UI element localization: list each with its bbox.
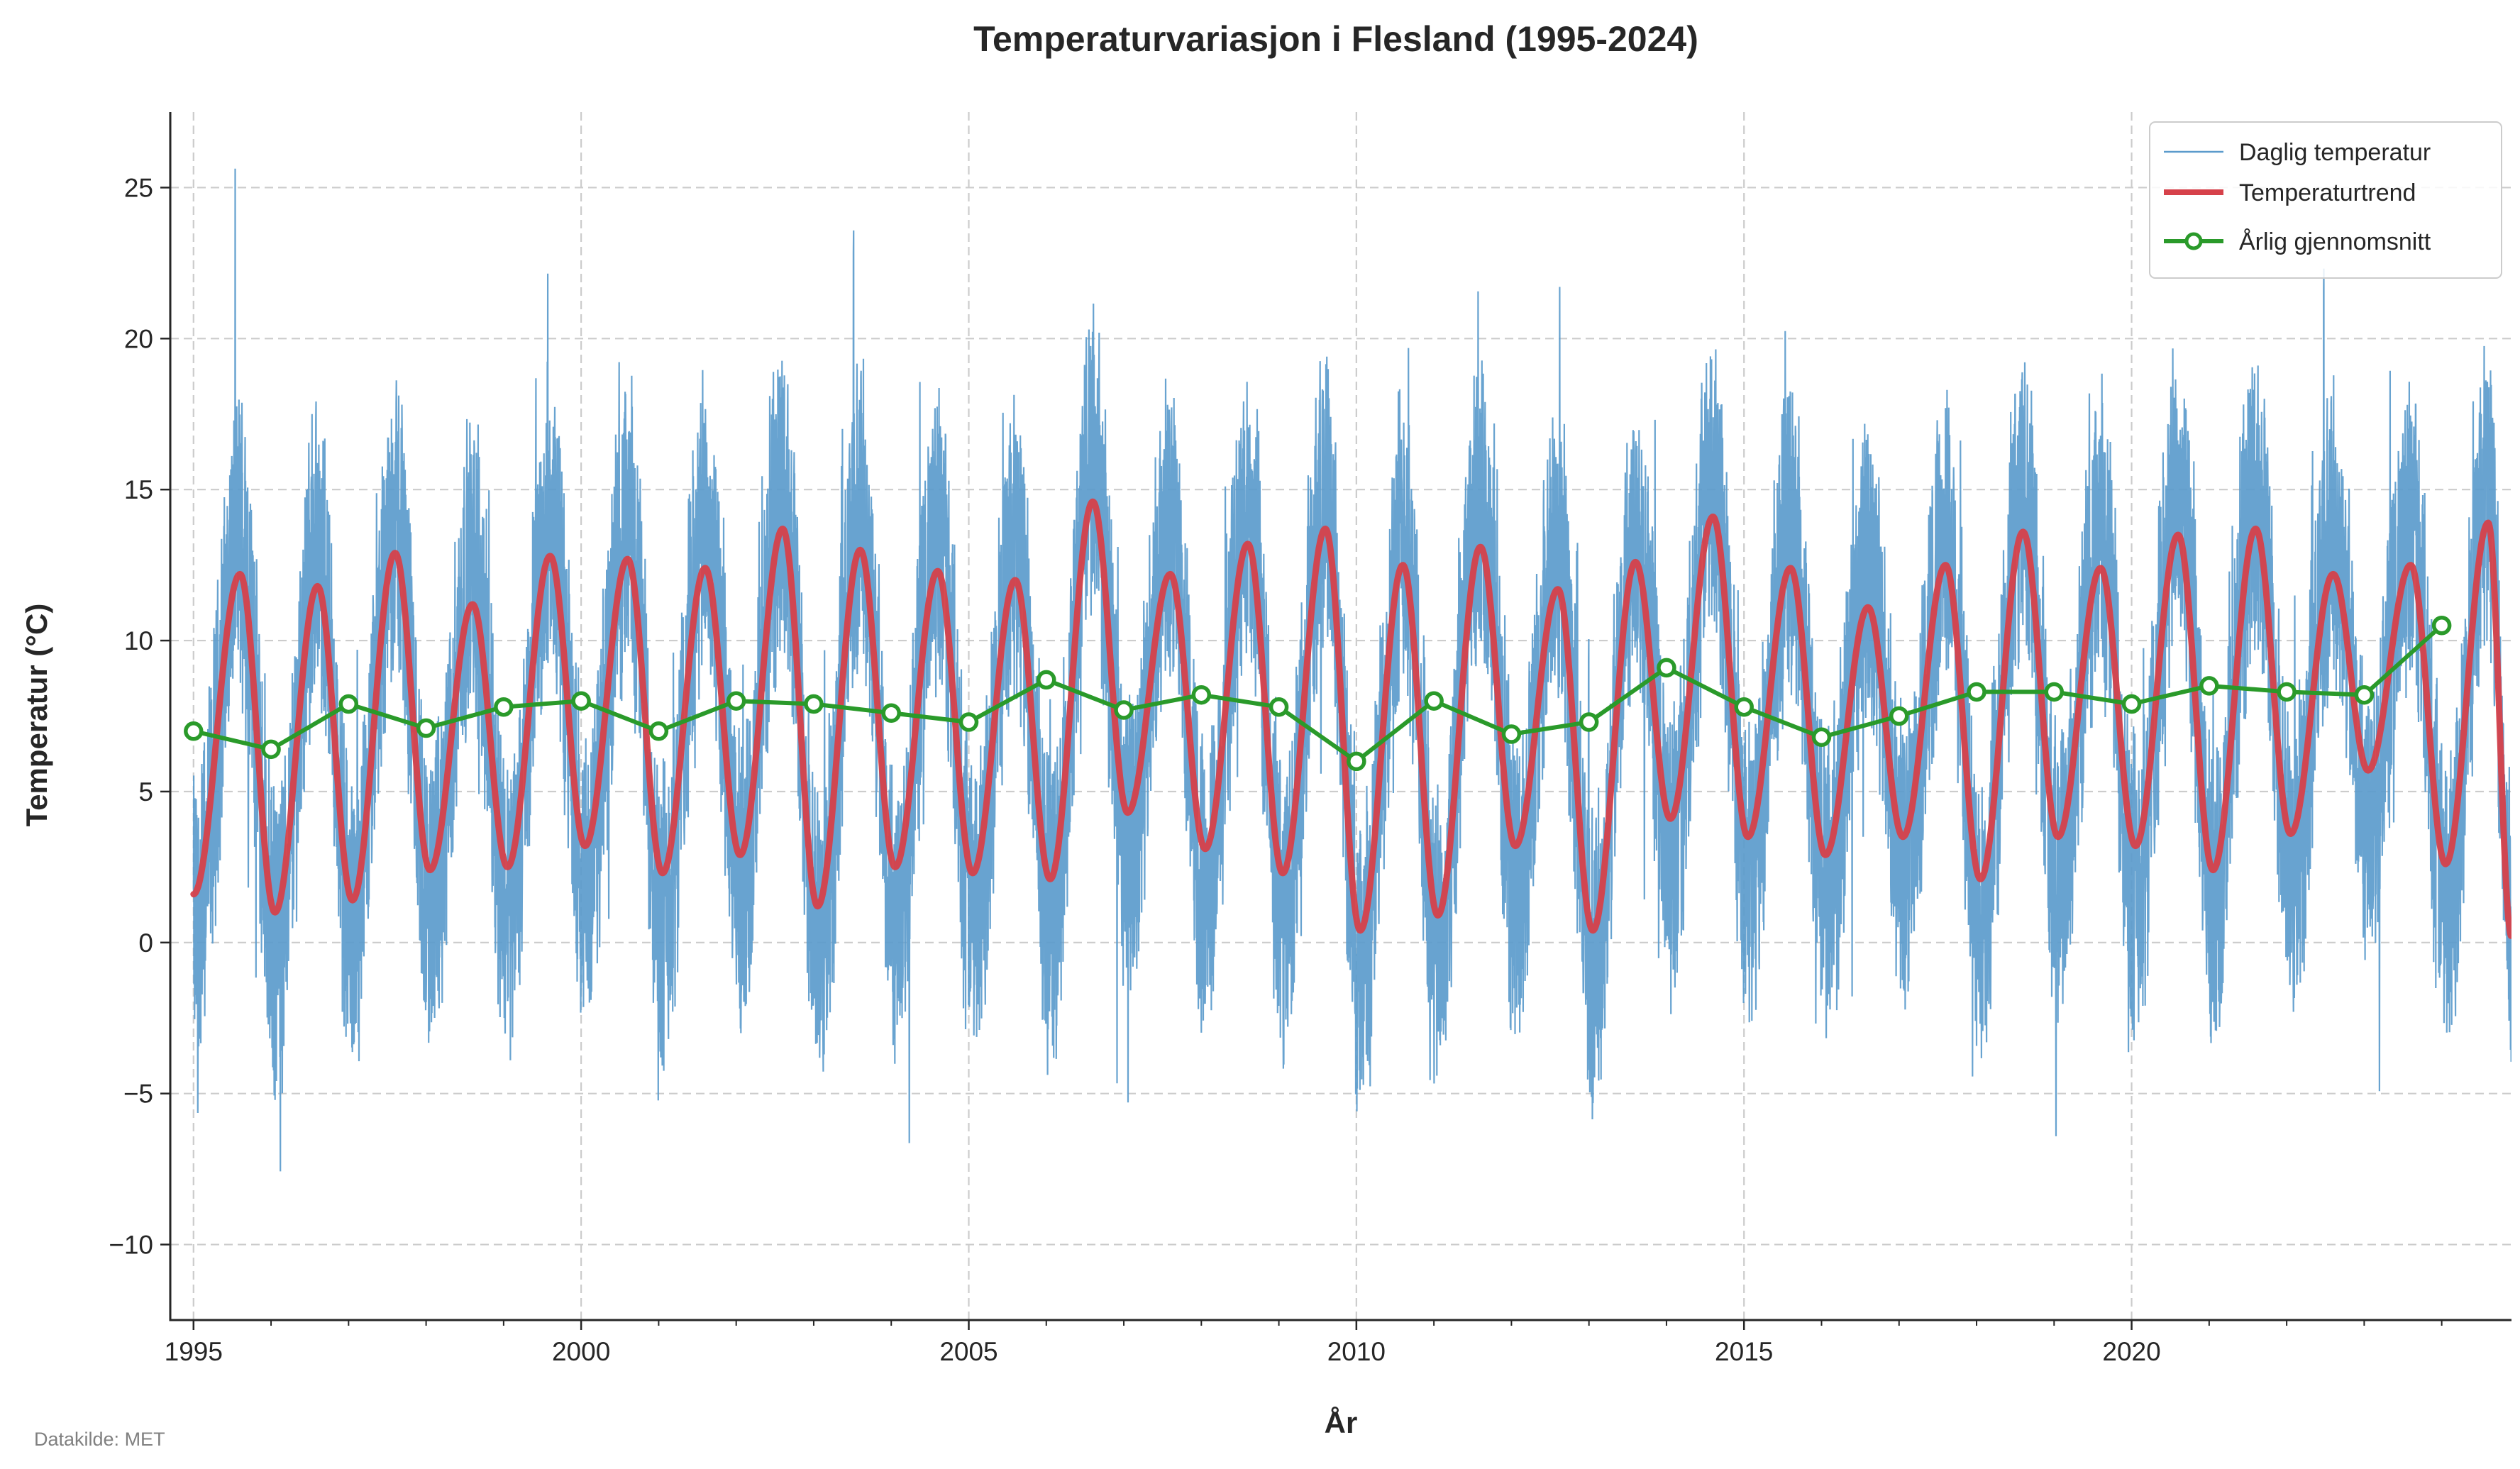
annual-average-point bbox=[1191, 684, 1212, 705]
annual-average-point bbox=[1037, 670, 1056, 690]
y-axis-ticks: −10 −5 0 5 10 15 20 25 bbox=[109, 173, 170, 1260]
annual-average-point bbox=[726, 691, 746, 711]
annual-average-point bbox=[1967, 682, 1986, 702]
y-tick-label: 25 bbox=[124, 173, 153, 202]
y-tick-label: 10 bbox=[124, 626, 153, 655]
x-tick-label: 1995 bbox=[165, 1337, 223, 1366]
x-tick-label: 2015 bbox=[1715, 1337, 1773, 1366]
annual-average-line bbox=[193, 623, 2443, 764]
axes bbox=[169, 112, 2511, 1321]
annual-average-series bbox=[184, 616, 2452, 772]
annual-average-point bbox=[416, 718, 436, 738]
x-axis-ticks: 1995 2000 2005 2010 2015 2020 bbox=[165, 1320, 2443, 1366]
annual-average-point bbox=[2431, 616, 2452, 636]
annual-average-point bbox=[338, 694, 359, 714]
y-tick-label: 15 bbox=[124, 475, 153, 504]
annual-average-point bbox=[648, 721, 669, 741]
annual-average-point bbox=[804, 694, 824, 714]
y-tick-label: −5 bbox=[123, 1080, 153, 1109]
chart-title: Temperaturvariasjon i Flesland (1995-202… bbox=[973, 19, 1698, 59]
annual-average-point bbox=[958, 712, 979, 732]
annual-average-point bbox=[2044, 682, 2065, 702]
annual-average-point bbox=[261, 739, 281, 760]
legend-label-trend: Temperaturtrend bbox=[2239, 179, 2416, 206]
legend-frame bbox=[2149, 121, 2502, 279]
temperature-trend-line bbox=[190, 498, 2511, 939]
y-tick-label: 5 bbox=[138, 777, 153, 806]
daily-temperature-series bbox=[192, 168, 2511, 1172]
y-tick-label: 20 bbox=[124, 324, 153, 353]
annual-average-point bbox=[1501, 724, 1522, 744]
annual-average-point bbox=[2277, 682, 2297, 702]
x-tick-label: 2020 bbox=[2102, 1337, 2160, 1366]
annual-average-point bbox=[1347, 751, 1366, 772]
source-note: Datakilde: MET bbox=[34, 1429, 165, 1450]
legend-label-annual: Årlig gjennomsnitt bbox=[2239, 228, 2431, 255]
annual-average-point bbox=[2199, 676, 2219, 696]
annual-average-point bbox=[494, 697, 514, 717]
y-tick-label: −10 bbox=[109, 1231, 153, 1260]
x-axis-label: År bbox=[1325, 1406, 1358, 1439]
annual-average-point bbox=[1811, 727, 1832, 748]
annual-average-point bbox=[184, 721, 204, 741]
annual-average-point bbox=[881, 703, 901, 723]
annual-average-point bbox=[1424, 691, 1444, 711]
x-tick-label: 2000 bbox=[552, 1337, 610, 1366]
annual-average-point bbox=[1579, 712, 1599, 732]
annual-average-point bbox=[571, 691, 591, 711]
annual-average-point bbox=[2354, 684, 2375, 705]
legend-marker-annual bbox=[2184, 232, 2203, 250]
annual-average-point bbox=[1657, 658, 1676, 678]
annual-average-point bbox=[1734, 697, 1754, 717]
legend-label-daily: Daglig temperatur bbox=[2239, 139, 2431, 166]
y-axis-label: Temperatur (°C) bbox=[20, 604, 53, 827]
annual-average-point bbox=[1889, 706, 1909, 726]
x-tick-label: 2005 bbox=[939, 1337, 998, 1366]
y-tick-label: 0 bbox=[138, 928, 153, 958]
annual-average-point bbox=[1114, 700, 1134, 720]
x-tick-label: 2010 bbox=[1327, 1337, 1386, 1366]
annual-average-point bbox=[2121, 694, 2142, 714]
annual-average-point bbox=[1269, 697, 1289, 717]
temperature-trend-series bbox=[190, 498, 2511, 939]
legend: Daglig temperatur Temperaturtrend Årlig … bbox=[2149, 121, 2502, 279]
daily-temperature-line bbox=[192, 168, 2511, 1172]
